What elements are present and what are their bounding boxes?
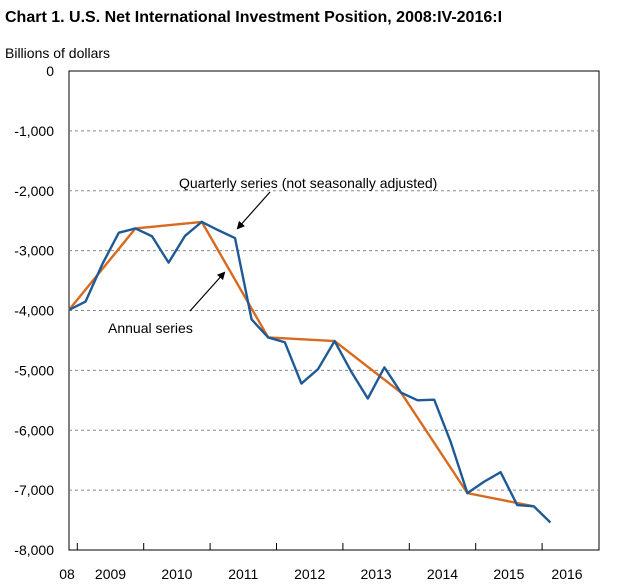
y-tick-label: -1,000 (14, 123, 54, 139)
annual-annotation: Annual series (108, 320, 193, 336)
x-tick-label: 2014 (427, 566, 458, 582)
chart-title: Chart 1. U.S. Net International Investme… (5, 9, 502, 26)
x-tick-label: 2010 (161, 566, 192, 582)
x-axis-ticks: 08 2009 2010 2011 2012 2013 2014 2015 2016 (59, 543, 583, 582)
annual-series-line (68, 220, 535, 508)
x-tick-label: 2012 (294, 566, 325, 582)
y-tick-label: -7,000 (14, 482, 54, 498)
x-tick-label: 2016 (551, 566, 582, 582)
y-tick-label: -3,000 (14, 243, 54, 259)
gridlines (69, 130, 599, 491)
x-tick-label: 2011 (228, 566, 258, 582)
y-tick-label: -5,000 (14, 362, 54, 378)
quarterly-arrow (236, 191, 271, 230)
y-tick-label: 0 (46, 63, 54, 79)
x-tick-label: 2015 (493, 566, 524, 582)
annual-arrow (189, 271, 226, 312)
y-axis-ticks: 0 -1,000 -2,000 -3,000 -4,000 -5,000 -6,000 -7,… (14, 63, 54, 558)
y-tick-label: -8,000 (14, 542, 54, 558)
y-tick-label: -2,000 (14, 183, 54, 199)
x-tick-label: 2013 (361, 566, 392, 582)
quarterly-annotation: Quarterly series (not seasonally adjuste… (179, 175, 437, 191)
x-tick-label: 08 (59, 566, 75, 582)
series-layer (68, 220, 552, 524)
y-tick-label: -4,000 (14, 303, 54, 319)
y-tick-label: -6,000 (14, 422, 54, 438)
y-axis-label: Billions of dollars (5, 45, 110, 61)
quarterly-series-line (68, 220, 552, 524)
x-tick-label: 2009 (95, 566, 126, 582)
